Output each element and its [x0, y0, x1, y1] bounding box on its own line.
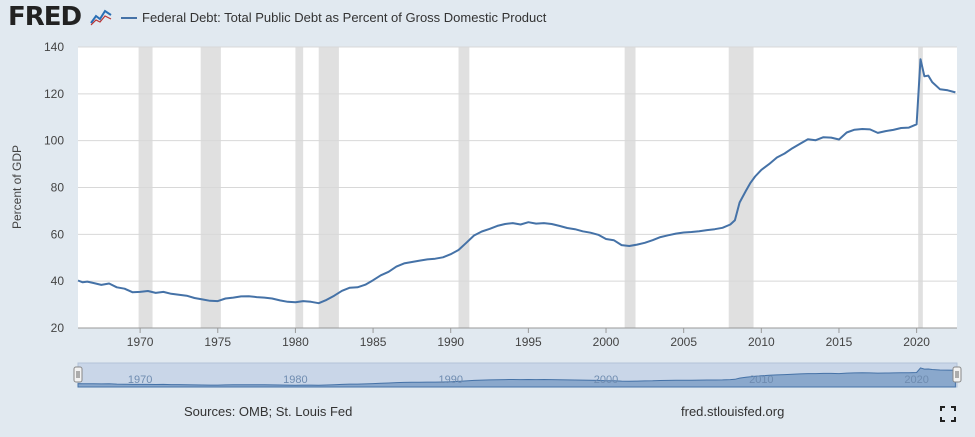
navigator-tick-label: 2000	[594, 374, 618, 386]
y-tick-label: 40	[51, 274, 65, 288]
y-tick-label: 100	[44, 134, 64, 148]
navigator-tick-label: 1970	[128, 374, 152, 386]
legend-line-swatch	[121, 17, 137, 19]
x-tick-label: 1990	[437, 335, 464, 349]
y-tick-label: 20	[51, 321, 65, 335]
navigator-tick-label: 1990	[438, 374, 462, 386]
x-tick-label: 1985	[360, 335, 387, 349]
series-line	[77, 58, 956, 305]
x-tick-label: 2005	[670, 335, 697, 349]
x-tick-label: 2020	[903, 335, 930, 349]
x-tick-label: 2015	[826, 335, 853, 349]
navigator-series	[77, 367, 956, 388]
line-chart-icon	[90, 6, 112, 26]
navigator-tick-label: 2020	[904, 374, 928, 386]
x-tick-label: 1980	[282, 335, 309, 349]
y-tick-label: 120	[44, 87, 64, 101]
y-tick-label: 60	[51, 227, 65, 241]
footer: Sources: OMB; St. Louis Fed fred.stlouis…	[0, 400, 975, 437]
fullscreen-icon[interactable]	[940, 406, 956, 422]
navigator-left-handle[interactable]	[73, 366, 83, 383]
navigator-tick-label: 1980	[283, 374, 307, 386]
x-tick-label: 1975	[204, 335, 231, 349]
chart: 20 40 60 80 100 120 140 1970 1975 1980 1985 1990 19…	[10, 40, 962, 388]
x-tick-label: 2000	[593, 335, 620, 349]
header: FRED Federal Debt: Total Public Debt as …	[0, 0, 975, 38]
y-axis-label: Percent of GDP	[10, 145, 24, 229]
fred-logo[interactable]: FRED	[8, 2, 82, 32]
x-tick-label: 1970	[127, 335, 154, 349]
y-tick-label: 80	[51, 181, 65, 195]
chart-title: Federal Debt: Total Public Debt as Perce…	[142, 10, 547, 25]
x-tick-label: 1995	[515, 335, 542, 349]
navigator-right-handle[interactable]	[952, 366, 962, 383]
navigator-tick-label: 2010	[749, 374, 773, 386]
y-tick-label: 140	[44, 40, 64, 54]
site-link[interactable]: fred.stlouisfed.org	[681, 404, 785, 419]
x-tick-label: 2010	[748, 335, 775, 349]
sources-text: Sources: OMB; St. Louis Fed	[184, 404, 353, 419]
